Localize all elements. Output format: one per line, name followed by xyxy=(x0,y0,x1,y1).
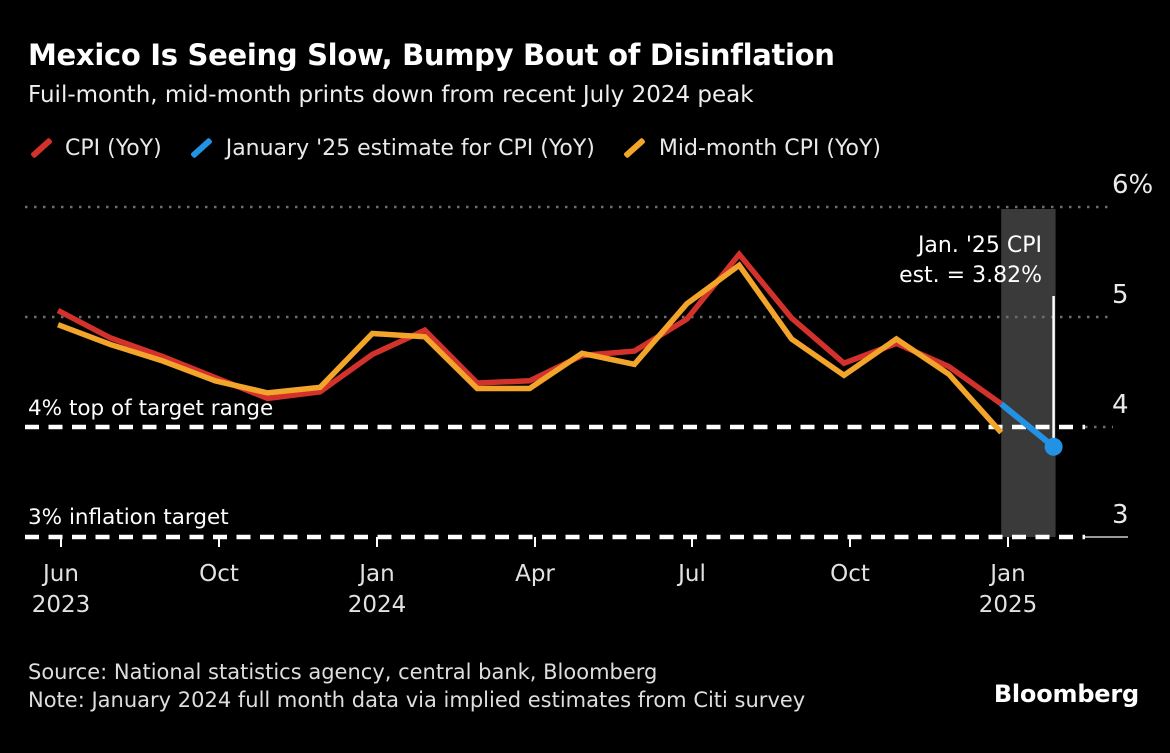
estimate-annotation-line2: est. = 3.82% xyxy=(899,263,1042,288)
legend-label: Mid-month CPI (YoY) xyxy=(658,135,881,161)
legend-item-mid-month-cpi: Mid-month CPI (YoY) xyxy=(622,135,881,161)
estimate-dot xyxy=(1044,437,1063,456)
legend-item-cpi: CPI (YoY) xyxy=(28,135,162,161)
x-axis-label-oct-2024: Oct xyxy=(830,561,870,587)
legend-label: January '25 estimate for CPI (YoY) xyxy=(225,135,595,161)
source-line: Source: National statistics agency, cent… xyxy=(28,660,658,684)
y-axis-label-6: 6% xyxy=(1112,170,1154,200)
estimate-annotation: Jan. '25 CPI est. = 3.82% xyxy=(899,231,1042,291)
jan-2025-highlight-band xyxy=(1001,209,1056,537)
mid-month-cpi-line xyxy=(57,261,1004,435)
jan25-estimate-line xyxy=(999,401,1056,450)
x-axis-label-oct-2023: Oct xyxy=(199,561,239,587)
x-axis-label-jun-2023: Jun 2023 xyxy=(31,561,91,618)
chart-subtitle: Fuil-month, mid-month prints down from r… xyxy=(28,82,754,108)
y-axis-label-3: 3 xyxy=(1112,500,1129,530)
bloomberg-logo: Bloomberg xyxy=(993,680,1139,708)
target-range-label: 4% top of target range xyxy=(28,396,274,421)
inflation-target-label: 3% inflation target xyxy=(28,505,229,530)
x-axis-label-jan-2025: Jan 2025 xyxy=(978,561,1038,618)
estimate-annotation-line1: Jan. '25 CPI xyxy=(917,233,1042,258)
x-axis-label-jul-2024: Jul xyxy=(678,561,706,587)
y-axis-label-5: 5 xyxy=(1112,280,1129,310)
legend-item-jan25-estimate: January '25 estimate for CPI (YoY) xyxy=(189,135,595,161)
legend: CPI (YoY) January '25 estimate for CPI (… xyxy=(28,132,881,164)
y-axis-label-4: 4 xyxy=(1112,390,1129,420)
cpi-yoy-line xyxy=(56,249,1003,407)
note-line: Note: January 2024 full month data via i… xyxy=(28,688,806,712)
legend-label: CPI (YoY) xyxy=(65,135,162,161)
x-axis-label-apr-2024: Apr xyxy=(515,561,555,587)
page-title: Mexico Is Seeing Slow, Bumpy Bout of Dis… xyxy=(28,38,835,72)
x-axis-label-jan-2024: Jan 2024 xyxy=(347,561,407,618)
